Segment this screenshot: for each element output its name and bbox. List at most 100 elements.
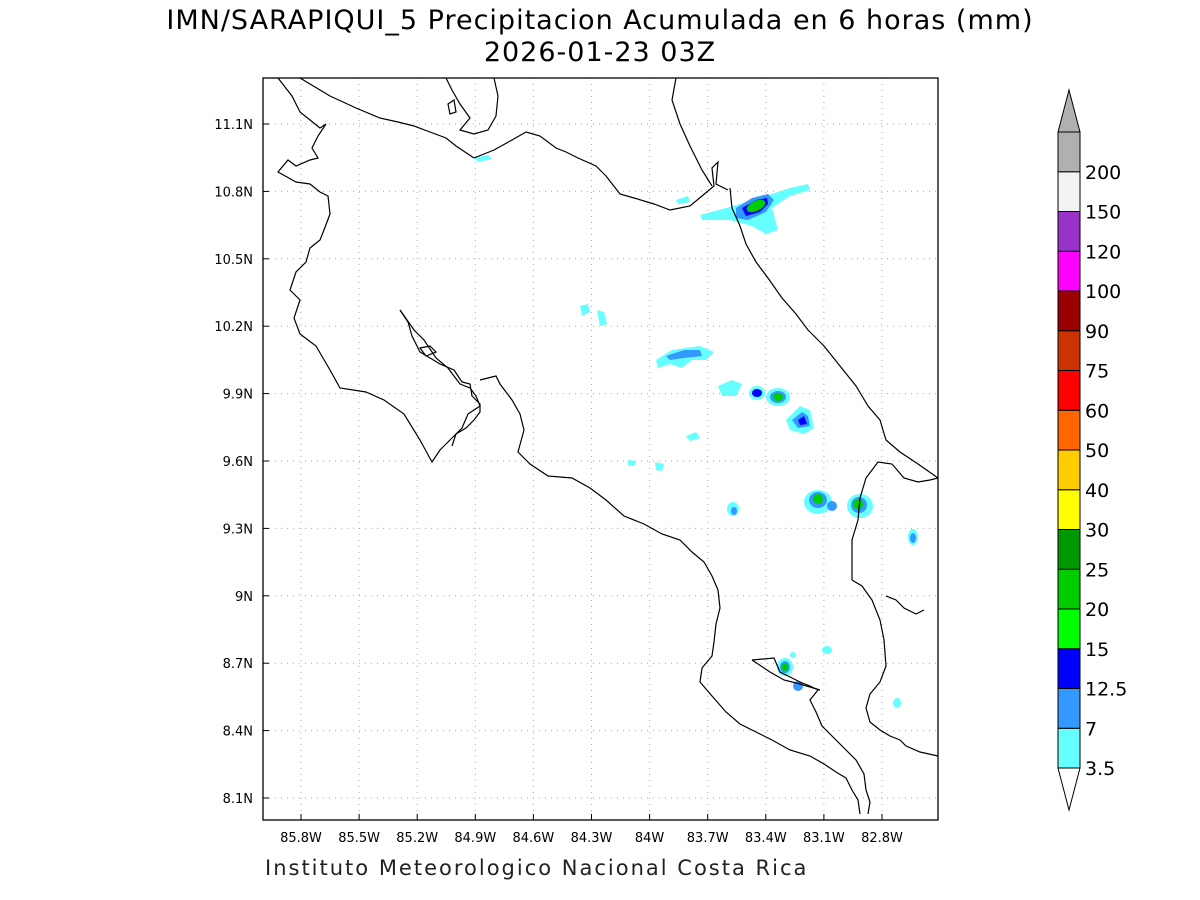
legend-label: 20 — [1085, 599, 1109, 621]
legend-label: 60 — [1085, 400, 1109, 422]
map-frame — [262, 77, 939, 821]
legend-label: 7 — [1085, 718, 1097, 740]
gulf-island — [418, 345, 438, 357]
lon-tick-label: 82.8W — [861, 831, 903, 846]
precip-cell — [827, 501, 837, 511]
lat-tick-label: 8.7N — [223, 657, 253, 672]
panama-pacific-coast — [851, 579, 938, 757]
lat-tick-label: 9.3N — [223, 522, 253, 537]
legend-label: 12.5 — [1085, 679, 1127, 701]
lon-tick-label: 83.1W — [803, 831, 845, 846]
pacific-central-coast — [479, 375, 861, 815]
lon-tick-label: 83.7W — [687, 831, 729, 846]
legend-swatch — [1057, 529, 1081, 570]
legend-over-arrow — [1057, 88, 1081, 133]
panama-border — [671, 78, 713, 187]
axis-ticks: 85.8W 85.5W 85.2W 84.9W 84.6W 84.3W 84W 83.7W 83… — [214, 118, 903, 846]
precip-cell — [793, 681, 803, 691]
precip-cell — [813, 494, 823, 504]
lon-tick-label: 84.6W — [512, 831, 554, 846]
legend-label: 25 — [1085, 559, 1109, 581]
precip-cell — [655, 462, 664, 471]
legend-label: 200 — [1085, 162, 1121, 184]
osa-peninsula — [751, 657, 871, 815]
precip-cell — [853, 499, 863, 509]
map-grid — [263, 78, 938, 820]
lon-tick-label: 84.3W — [571, 831, 613, 846]
nicaragua-border-coast — [277, 78, 481, 464]
lat-tick-label: 8.4N — [223, 725, 253, 740]
precipitation-field — [474, 155, 918, 708]
legend-label: 75 — [1085, 361, 1109, 383]
precip-cell — [676, 196, 690, 204]
lake-island — [447, 98, 457, 115]
coastline — [277, 78, 938, 815]
legend-swatch — [1057, 171, 1081, 212]
legend-label: 15 — [1085, 639, 1109, 661]
precip-cell — [910, 533, 916, 543]
precip-cell — [798, 416, 807, 425]
lat-tick-label: 10.8N — [214, 185, 253, 200]
legend-swatch — [1057, 131, 1081, 173]
legend-swatch — [1057, 290, 1081, 332]
lon-tick-label: 85.5W — [338, 831, 380, 846]
map-datetime: 2026-01-23 03Z — [483, 37, 717, 68]
lat-tick-label: 11.1N — [214, 118, 253, 133]
legend-label: 30 — [1085, 520, 1109, 542]
lon-tick-label: 85.2W — [396, 831, 438, 846]
legend-swatch — [1057, 727, 1081, 769]
precip-cell — [790, 652, 796, 658]
caribbean-coast — [729, 187, 938, 479]
panama-small-coast — [885, 595, 925, 615]
san-juan-river — [473, 131, 729, 211]
legend-swatch — [1057, 688, 1081, 729]
precip-cell — [893, 698, 901, 708]
northern-coast — [299, 78, 475, 159]
precip-cell — [822, 646, 832, 654]
golfo-dulce — [751, 659, 821, 691]
legend-label: 3.5 — [1085, 758, 1115, 780]
legend-swatch — [1057, 330, 1081, 371]
legend-swatch — [1057, 370, 1081, 411]
lake-nicaragua-shore — [445, 78, 499, 135]
precip-cell — [752, 389, 762, 397]
precip-cell — [773, 393, 783, 401]
precip-cell — [718, 380, 742, 396]
precip-cell — [731, 507, 737, 515]
footer-credit: Instituto Meteorologico Nacional Costa R… — [265, 856, 809, 880]
precip-cell — [666, 350, 702, 360]
precip-cell — [686, 432, 700, 441]
legend-swatch — [1057, 608, 1081, 650]
legend-swatch — [1057, 568, 1081, 610]
lon-tick-label: 84W — [635, 831, 665, 846]
precip-cell — [597, 310, 607, 326]
legend-colorbar: 3.5 7 12.5 15 20 25 30 40 50 60 75 90 100 120 150 200 — [1057, 88, 1127, 812]
legend-label: 100 — [1085, 281, 1121, 303]
lat-tick-label: 8.1N — [223, 792, 253, 807]
lat-tick-label: 10.2N — [214, 320, 253, 335]
legend-label: 50 — [1085, 440, 1109, 462]
lon-tick-label: 85.8W — [280, 831, 322, 846]
precip-cell — [580, 304, 590, 316]
precip-cell — [628, 460, 636, 466]
legend-swatch — [1057, 409, 1081, 451]
legend-swatch — [1057, 211, 1081, 252]
panama-east-border — [851, 461, 938, 580]
precip-cell — [474, 155, 492, 162]
nicoya-gulf-coast — [399, 309, 481, 447]
lat-tick-label: 9.9N — [223, 388, 253, 403]
legend-swatch — [1057, 489, 1081, 530]
legend-swatch — [1057, 449, 1081, 491]
legend-under-arrow — [1057, 767, 1081, 812]
precip-cell — [746, 199, 766, 213]
lon-tick-label: 83.4W — [745, 831, 787, 846]
legend-label: 90 — [1085, 321, 1109, 343]
map-title: IMN/SARAPIQUI_5 Precipitacion Acumulada … — [166, 5, 1034, 36]
legend-label: 120 — [1085, 241, 1121, 263]
legend-label: 150 — [1085, 202, 1121, 224]
legend-swatch — [1057, 648, 1081, 689]
legend-swatch — [1057, 250, 1081, 292]
precip-cell — [782, 663, 788, 671]
legend-label: 40 — [1085, 480, 1109, 502]
